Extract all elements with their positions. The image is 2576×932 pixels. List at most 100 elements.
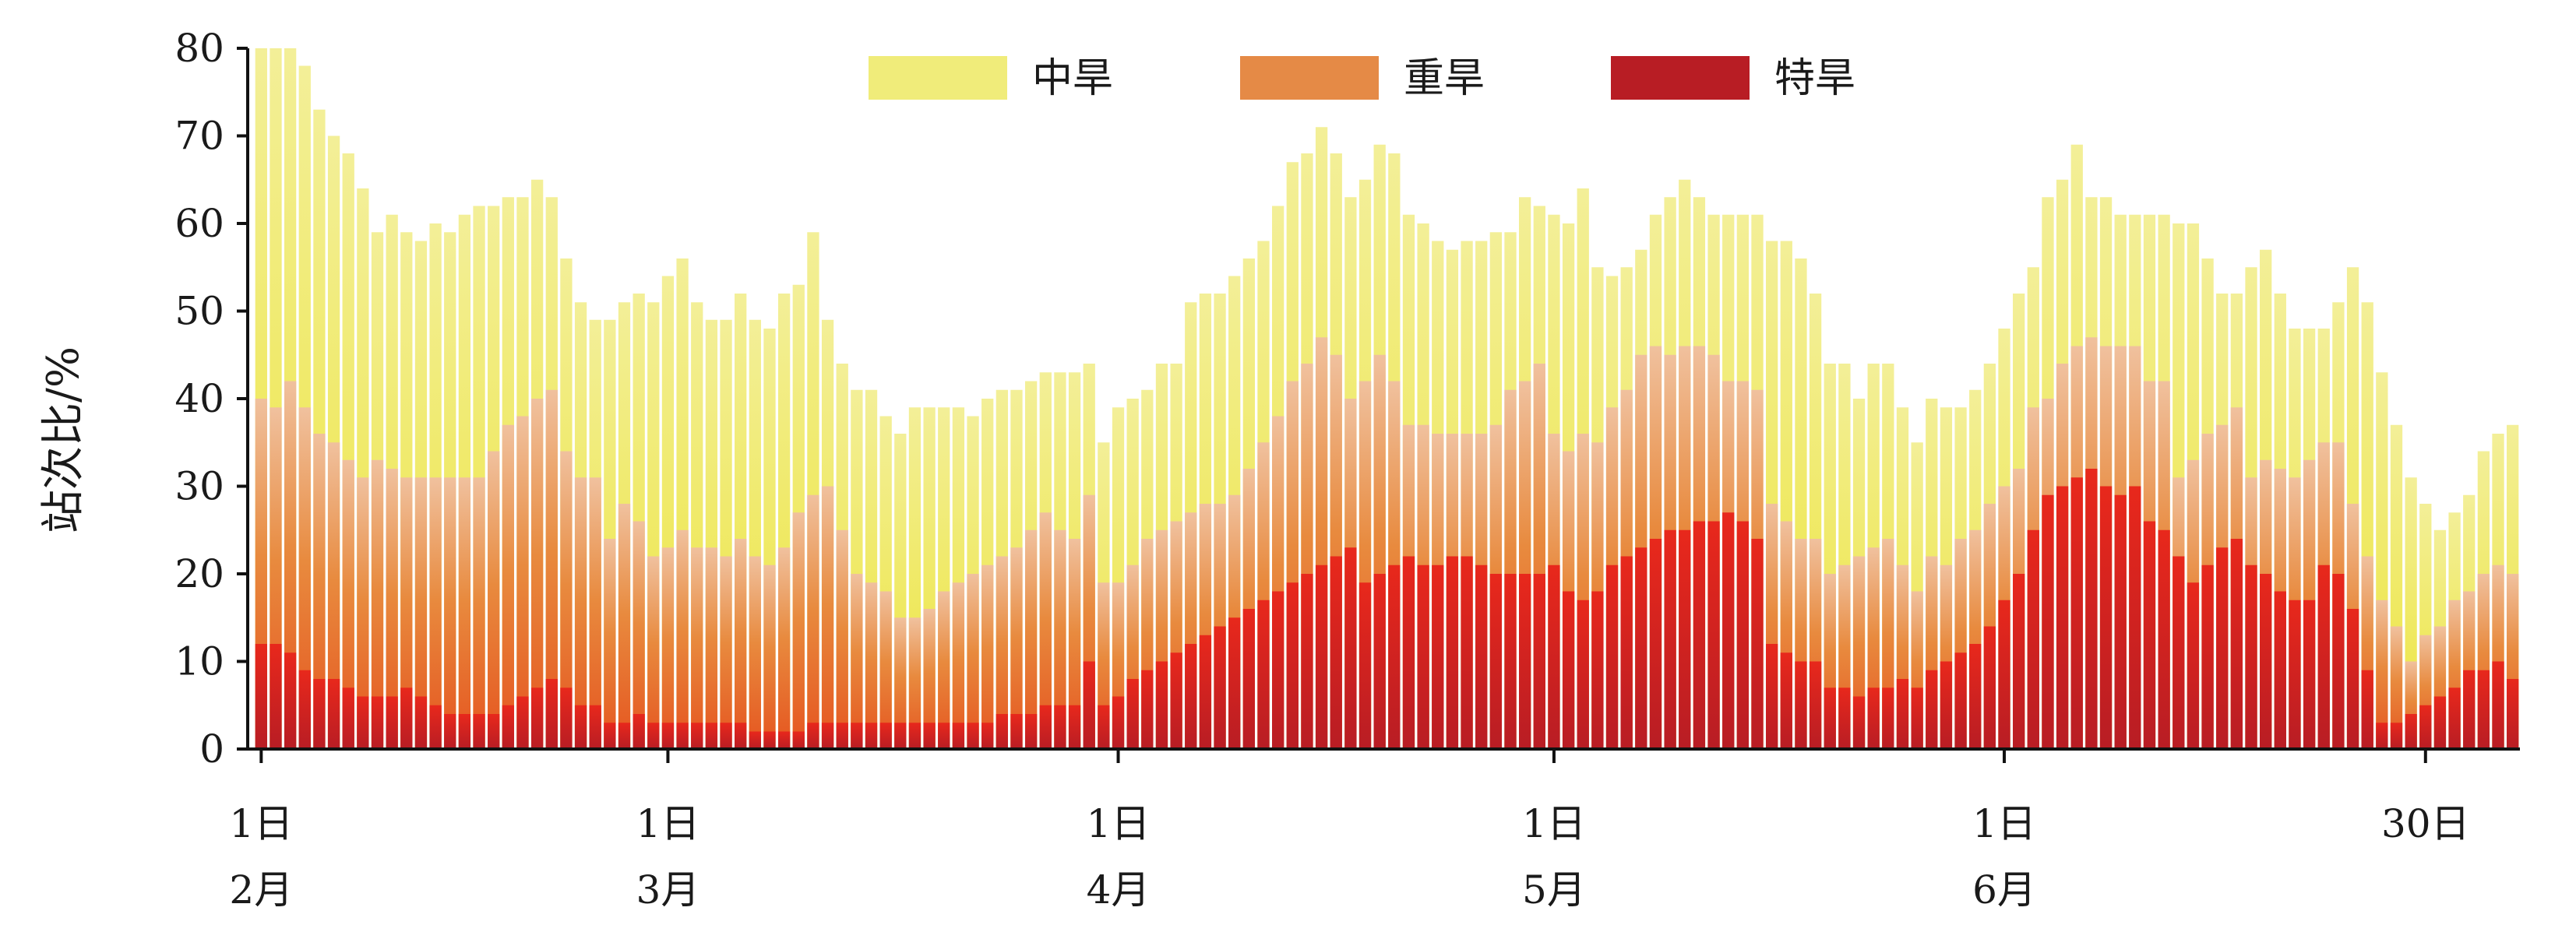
y-tick-label: 30 [174, 464, 224, 509]
bar-特旱-123 [2027, 529, 2039, 749]
bar-特旱-128 [2099, 486, 2113, 749]
bar-特旱-20 [530, 688, 544, 749]
bar-特旱-93 [1591, 591, 1604, 749]
bar-特旱-133 [2173, 556, 2185, 749]
bar-特旱-19 [516, 696, 529, 749]
bar-特旱-96 [1635, 547, 1647, 749]
bar-特旱-11 [400, 688, 413, 749]
bar-特旱-52 [996, 714, 1008, 749]
bar-特旱-88 [1519, 574, 1531, 749]
bar-特旱-139 [2260, 574, 2272, 749]
bar-特旱-150 [2419, 705, 2432, 749]
x-tick-label-day: 30日 [2381, 801, 2470, 846]
bar-特旱-35 [749, 731, 761, 749]
bar-特旱-22 [560, 688, 573, 749]
bar-特旱-40 [821, 723, 834, 749]
bar-重旱-46 [908, 617, 922, 749]
bar-特旱-26 [618, 723, 631, 749]
y-tick-label: 70 [174, 114, 224, 159]
bar-特旱-89 [1533, 574, 1545, 749]
bar-重旱-45 [894, 617, 907, 749]
bar-特旱-143 [2317, 564, 2330, 749]
bar-特旱-102 [1722, 512, 1735, 749]
bar-特旱-47 [923, 723, 936, 749]
bar-特旱-106 [1780, 652, 1792, 749]
bar-重旱-21 [545, 389, 558, 749]
bar-特旱-113 [1882, 688, 1894, 749]
bar-重旱-32 [705, 547, 718, 749]
bar-特旱-127 [2085, 469, 2098, 749]
bar-特旱-148 [2390, 723, 2403, 749]
bar-重旱-28 [647, 556, 660, 749]
x-tick-label-month: 2月 [229, 867, 293, 913]
x-tick-label-month: 5月 [1522, 867, 1586, 913]
x-tick-label-day: 1日 [1522, 801, 1586, 846]
bar-特旱-2 [270, 644, 282, 749]
bar-特旱-60 [1112, 696, 1125, 749]
bar-重旱-42 [851, 574, 863, 749]
bar-特旱-108 [1809, 661, 1822, 749]
bar-特旱-3 [284, 652, 297, 749]
bar-重旱-57 [1068, 539, 1081, 749]
x-tick-label-month: 3月 [636, 867, 700, 913]
x-tick-label-day: 1日 [229, 801, 293, 846]
bar-特旱-1 [255, 644, 267, 749]
bar-重旱-55 [1039, 512, 1052, 749]
bar-重旱-10 [386, 469, 398, 749]
legend-label: 重旱 [1404, 55, 1485, 102]
bar-特旱-95 [1620, 556, 1633, 749]
bar-特旱-121 [1998, 600, 2010, 749]
bar-特旱-31 [691, 723, 703, 749]
bar-重旱-33 [720, 556, 732, 749]
bar-特旱-13 [429, 705, 442, 749]
bar-特旱-145 [2346, 609, 2359, 749]
bar-特旱-36 [763, 731, 776, 749]
bar-特旱-125 [2056, 486, 2069, 749]
bar-重旱-48 [938, 591, 950, 749]
axes: 0 10 20 30 40 50 60 70 80 1日 2月 1日 3月 1日 4月 1日 5月 1日 6月 30… [174, 26, 2520, 913]
bar-特旱-115 [1911, 688, 1923, 749]
bar-特旱-137 [2230, 539, 2243, 749]
bar-特旱-135 [2201, 564, 2214, 749]
bar-特旱-42 [851, 723, 863, 749]
legend-label: 中旱 [1032, 55, 1113, 102]
bar-特旱-21 [545, 679, 558, 749]
bar-重旱-4 [298, 407, 311, 749]
x-tick-label-day: 1日 [1972, 801, 2036, 846]
y-tick-label: 10 [174, 639, 224, 684]
bar-特旱-41 [836, 723, 848, 749]
bar-特旱-37 [777, 731, 791, 749]
bar-特旱-54 [1024, 714, 1038, 749]
bar-特旱-140 [2274, 591, 2286, 749]
bar-特旱-66 [1199, 635, 1212, 749]
bar-重旱-12 [414, 477, 428, 749]
bar-重旱-29 [661, 547, 675, 749]
bar-重旱-147 [2376, 600, 2388, 749]
bar-重旱-54 [1024, 529, 1038, 749]
bar-特旱-153 [2463, 670, 2476, 749]
bar-特旱-142 [2303, 600, 2316, 749]
bar-特旱-136 [2216, 547, 2229, 749]
bar-特旱-138 [2245, 564, 2257, 749]
bar-特旱-17 [488, 714, 500, 749]
bar-重旱-24 [589, 477, 601, 749]
bar-重旱-17 [488, 451, 500, 749]
bar-重旱-20 [530, 399, 544, 749]
bar-特旱-114 [1896, 679, 1909, 749]
bar-特旱-122 [2013, 574, 2025, 749]
bar-特旱-27 [633, 714, 645, 749]
bar-特旱-51 [981, 723, 994, 749]
y-tick-label: 20 [174, 551, 224, 596]
bar-特旱-126 [2070, 477, 2083, 749]
bar-重旱-5 [313, 434, 326, 749]
bar-特旱-101 [1707, 521, 1720, 749]
bar-重旱-16 [473, 477, 485, 749]
bar-特旱-38 [792, 731, 805, 749]
bar-特旱-7 [342, 688, 354, 749]
bar-重旱-36 [763, 564, 776, 749]
bar-特旱-8 [357, 696, 369, 749]
bar-特旱-77 [1358, 582, 1372, 749]
bar-重旱-41 [836, 529, 848, 749]
bar-特旱-32 [705, 723, 718, 749]
